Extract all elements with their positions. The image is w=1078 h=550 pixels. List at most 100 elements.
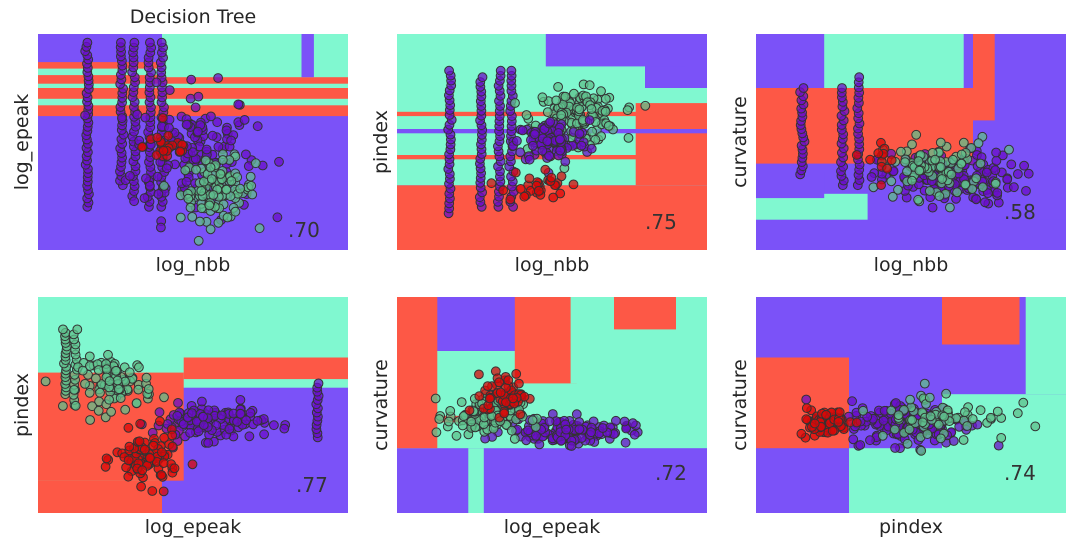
data-point (95, 387, 105, 398)
data-point (172, 411, 183, 421)
data-point (120, 404, 131, 415)
data-point (58, 324, 68, 335)
data-point (886, 176, 897, 187)
data-point (508, 393, 518, 404)
data-point (962, 421, 973, 431)
decision-region (756, 193, 868, 220)
data-point (158, 145, 169, 156)
data-point (131, 398, 142, 408)
data-point (958, 137, 969, 148)
data-point (222, 212, 233, 223)
data-point (226, 135, 237, 146)
plot-area (38, 297, 348, 513)
data-point (133, 384, 144, 395)
data-point (551, 95, 562, 106)
data-point (185, 202, 196, 213)
data-point (457, 420, 468, 431)
data-point (216, 410, 227, 421)
data-point (913, 156, 924, 166)
data-point (156, 37, 167, 48)
data-point (584, 115, 595, 125)
data-point (464, 405, 475, 416)
data-point (250, 158, 261, 169)
data-point (540, 164, 551, 175)
data-point (148, 440, 159, 451)
data-point (84, 351, 95, 362)
data-point (69, 385, 79, 395)
data-point (151, 150, 162, 160)
data-point (101, 453, 112, 464)
data-point (568, 179, 579, 190)
data-point (106, 406, 116, 417)
data-point (521, 435, 532, 446)
data-point (847, 396, 857, 407)
data-point (466, 416, 477, 427)
data-point (451, 430, 462, 441)
data-point (509, 434, 520, 444)
data-point (444, 65, 454, 76)
data-point (893, 184, 903, 195)
data-point (213, 217, 224, 228)
data-point (269, 420, 279, 431)
data-point (245, 171, 256, 182)
data-point (960, 179, 971, 190)
data-point (907, 415, 917, 425)
data-point (191, 164, 201, 175)
data-point (916, 445, 927, 456)
data-point (939, 411, 950, 422)
data-point (217, 155, 228, 165)
data-point (975, 158, 986, 169)
x-axis-label: log_epeak (503, 516, 601, 538)
decision-region (162, 34, 348, 78)
data-point (556, 435, 567, 446)
data-point (215, 169, 226, 179)
data-point (574, 104, 585, 115)
data-point (85, 415, 95, 425)
data-point (821, 410, 831, 420)
data-point (886, 155, 897, 166)
data-point (809, 418, 820, 429)
data-point (622, 105, 633, 116)
data-point (123, 422, 134, 433)
data-point (548, 192, 559, 203)
data-point (827, 426, 838, 436)
data-point (197, 396, 207, 407)
data-point (456, 397, 467, 407)
data-point (1013, 169, 1023, 179)
decision-region (301, 34, 314, 78)
data-point (175, 212, 186, 223)
data-point (206, 174, 217, 184)
data-point (159, 432, 169, 443)
data-point (143, 384, 154, 394)
data-point (115, 393, 126, 403)
data-point (517, 125, 528, 136)
decision-region (38, 83, 348, 88)
data-point (556, 110, 567, 120)
data-point (155, 416, 165, 427)
plot-area (397, 34, 707, 250)
data-point (252, 121, 263, 132)
data-point (474, 391, 485, 401)
data-point (560, 91, 571, 102)
data-point (876, 180, 886, 191)
data-point (204, 200, 215, 211)
y-axis-label: curvature (729, 96, 751, 188)
data-point (254, 223, 265, 234)
data-point (246, 180, 257, 191)
data-point (1019, 160, 1030, 171)
data-point (181, 119, 192, 130)
data-point (159, 392, 169, 403)
data-point (914, 165, 925, 176)
data-point (629, 429, 640, 440)
data-point (91, 373, 101, 384)
data-point (124, 367, 135, 378)
data-point (960, 407, 970, 417)
data-point (545, 116, 556, 127)
data-point (484, 393, 495, 404)
data-point (445, 406, 456, 416)
decision-region (183, 357, 348, 380)
data-point (924, 186, 935, 196)
data-point (154, 407, 165, 418)
data-point (203, 438, 214, 448)
data-point (851, 150, 862, 160)
